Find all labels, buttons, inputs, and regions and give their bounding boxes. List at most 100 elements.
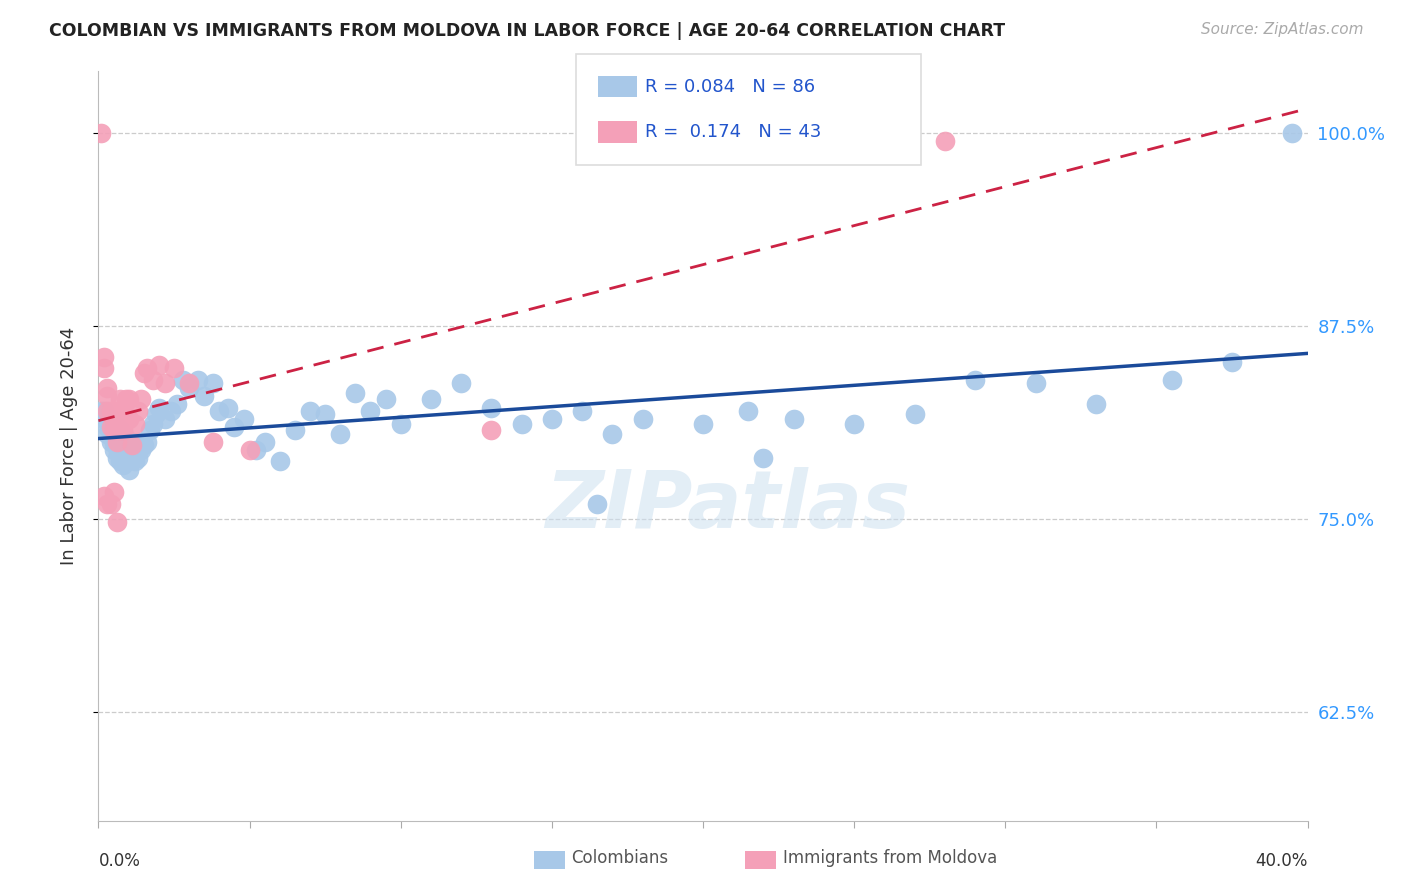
Point: [100, 419, 122, 434]
Point: [121, 435, 143, 450]
Point: [148, 358, 170, 372]
Point: [510, 417, 533, 431]
Point: [934, 134, 956, 148]
Point: [105, 432, 128, 446]
Point: [202, 376, 225, 391]
Point: [148, 401, 170, 416]
Point: [124, 442, 146, 457]
Point: [132, 438, 155, 452]
Point: [121, 448, 143, 462]
Point: [193, 389, 215, 403]
Point: [153, 376, 176, 391]
Point: [118, 392, 141, 406]
Point: [105, 516, 128, 530]
Point: [142, 417, 165, 431]
Point: [142, 373, 165, 387]
Point: [100, 412, 122, 426]
Point: [329, 427, 352, 442]
Point: [100, 435, 122, 450]
Point: [111, 448, 134, 462]
Text: Source: ZipAtlas.com: Source: ZipAtlas.com: [1201, 22, 1364, 37]
Point: [96, 404, 118, 418]
Point: [127, 450, 149, 465]
Point: [187, 373, 209, 387]
Point: [314, 407, 336, 421]
Point: [179, 376, 201, 391]
Point: [108, 407, 131, 421]
Point: [208, 404, 231, 418]
Point: [163, 361, 186, 376]
Point: [904, 407, 927, 421]
Point: [965, 373, 987, 387]
Point: [103, 404, 125, 418]
Point: [245, 442, 267, 457]
Point: [96, 381, 118, 395]
Point: [253, 435, 276, 450]
Point: [118, 463, 141, 477]
Point: [450, 376, 472, 391]
Point: [114, 407, 136, 421]
Point: [105, 419, 128, 434]
Point: [108, 453, 131, 467]
Point: [737, 404, 759, 418]
Point: [100, 497, 122, 511]
Point: [389, 417, 412, 431]
Point: [139, 423, 162, 437]
Point: [108, 435, 131, 450]
Point: [284, 423, 307, 437]
Point: [96, 497, 118, 511]
Point: [179, 381, 201, 395]
Point: [96, 389, 118, 403]
Point: [420, 392, 443, 406]
Point: [103, 442, 125, 457]
Point: [1024, 376, 1046, 391]
Text: 40.0%: 40.0%: [1256, 852, 1308, 870]
Point: [103, 435, 125, 450]
Point: [374, 392, 396, 406]
Point: [96, 412, 118, 426]
Point: [269, 453, 291, 467]
Point: [105, 442, 128, 456]
Point: [96, 427, 118, 442]
Point: [239, 442, 262, 457]
Point: [217, 401, 239, 416]
Point: [135, 435, 157, 450]
Point: [129, 392, 152, 406]
Point: [202, 435, 225, 450]
Point: [344, 385, 367, 400]
Point: [1281, 126, 1303, 140]
Point: [127, 435, 149, 450]
Point: [103, 484, 125, 499]
Point: [135, 361, 157, 376]
Text: COLOMBIAN VS IMMIGRANTS FROM MOLDOVA IN LABOR FORCE | AGE 20-64 CORRELATION CHAR: COLOMBIAN VS IMMIGRANTS FROM MOLDOVA IN …: [49, 22, 1005, 40]
Point: [124, 453, 146, 467]
Point: [1160, 373, 1182, 387]
Point: [360, 404, 382, 418]
Point: [481, 423, 503, 437]
Point: [844, 417, 866, 431]
Point: [105, 450, 128, 465]
Point: [105, 435, 128, 450]
Point: [129, 442, 152, 457]
Point: [108, 423, 131, 437]
Point: [692, 417, 714, 431]
Point: [103, 412, 125, 426]
Text: 0.0%: 0.0%: [98, 852, 141, 870]
Point: [160, 404, 183, 418]
Text: R =  0.174   N = 43: R = 0.174 N = 43: [645, 123, 821, 141]
Point: [108, 423, 131, 437]
Point: [105, 404, 128, 418]
Point: [103, 423, 125, 437]
Point: [93, 412, 115, 426]
Y-axis label: In Labor Force | Age 20-64: In Labor Force | Age 20-64: [59, 326, 77, 566]
Point: [90, 126, 112, 140]
Point: [571, 404, 593, 418]
Point: [93, 361, 115, 376]
Point: [540, 412, 562, 426]
Point: [93, 489, 115, 503]
Point: [114, 453, 136, 467]
Point: [100, 423, 122, 437]
Point: [481, 401, 503, 416]
Point: [602, 427, 624, 442]
Point: [145, 407, 167, 421]
